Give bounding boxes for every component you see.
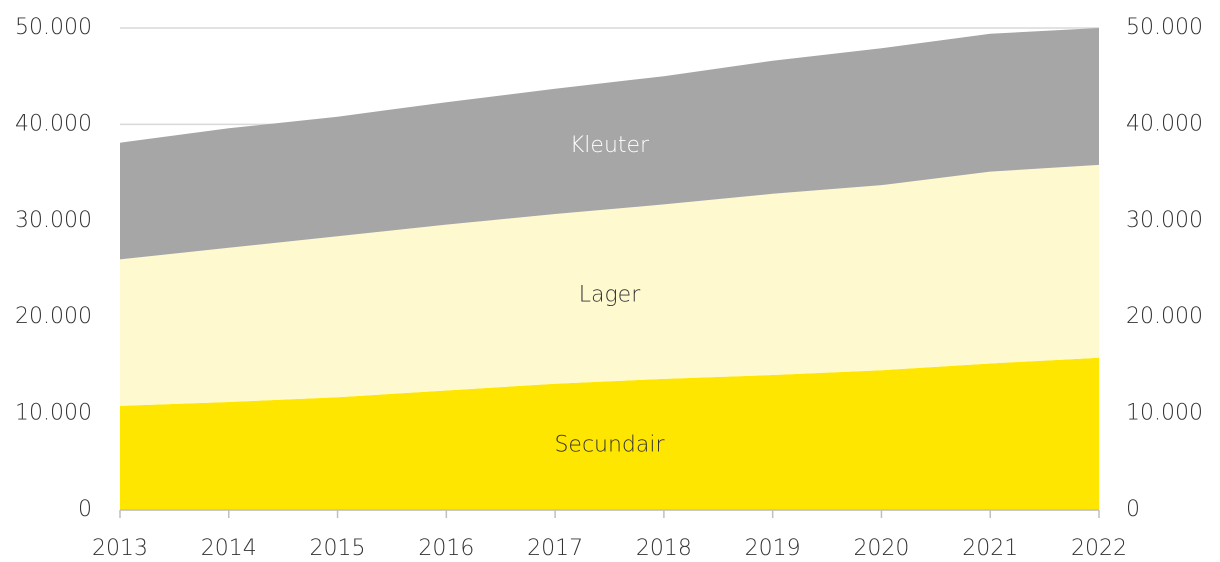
x-tick-label: 2014 (201, 536, 257, 561)
area (120, 357, 1099, 510)
x-tick-label: 2020 (853, 536, 909, 561)
y2-tick-label: 30.000 (1126, 208, 1203, 233)
y2-tick-label: 50.000 (1126, 15, 1203, 40)
area-label: Secundair (554, 433, 665, 458)
y-tick-label: 40.000 (15, 111, 92, 136)
area-label: Lager (579, 282, 641, 307)
y-tick-label: 30.000 (15, 208, 92, 233)
y-tick-label: 10.000 (15, 401, 92, 426)
x-tick-label: 2018 (636, 536, 692, 561)
x-tick-label: 2019 (745, 536, 801, 561)
x-tick-label: 2016 (418, 536, 474, 561)
y2-tick-label: 0 (1126, 497, 1140, 522)
y-tick-label: 0 (78, 497, 92, 522)
x-tick-label: 2013 (92, 536, 148, 561)
y-tick-label: 50.000 (15, 15, 92, 40)
y2-tick-label: 20.000 (1126, 304, 1203, 329)
x-tick-label: 2017 (527, 536, 583, 561)
area (120, 28, 1099, 260)
x-tick-label: 2015 (310, 536, 366, 561)
x-tick-label: 2021 (962, 536, 1018, 561)
x-tick-label: 2022 (1071, 536, 1127, 561)
area (120, 164, 1099, 406)
area-label: Kleuter (570, 133, 650, 158)
y2-tick-label: 40.000 (1126, 111, 1203, 136)
y-tick-label: 20.000 (15, 304, 92, 329)
y2-tick-label: 10.000 (1126, 401, 1203, 426)
